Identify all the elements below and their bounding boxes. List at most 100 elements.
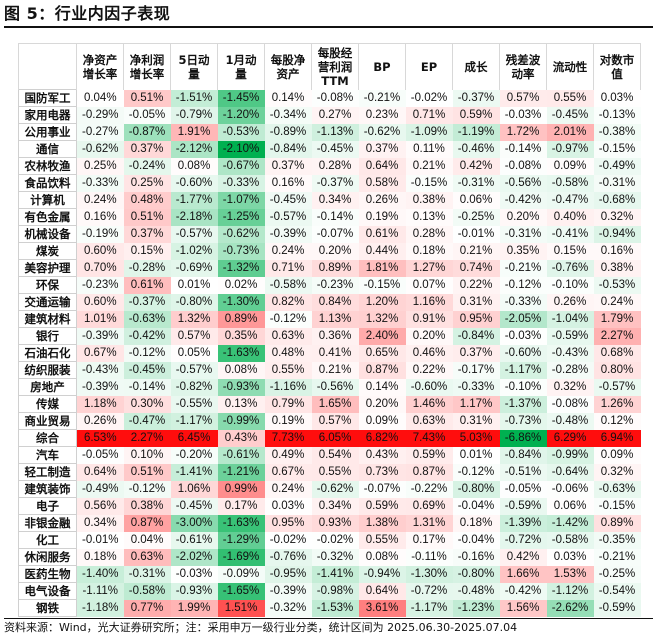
source-note: 资料来源：Wind，光大证券研究所；注：采用申万一级行业分类，统计区间为 202… (4, 621, 518, 634)
heatmap-cell: -0.21% (593, 548, 641, 566)
table-row: 房地产 -0.39% -0.14% -0.82% -0.93% -1.16% -0.56% 0… (18, 378, 641, 396)
heatmap-cell: -0.12% (123, 480, 171, 498)
heatmap-cell: -0.57% (593, 378, 641, 396)
heatmap-cell: 0.55% (546, 89, 594, 107)
heatmap-cell: 2.27% (593, 327, 641, 345)
heatmap-cell: 0.51% (123, 89, 171, 107)
heatmap-cell: 1.27% (405, 259, 453, 277)
heatmap-cell: 1.01% (76, 310, 124, 328)
heatmap-cell: -2.18% (170, 208, 218, 226)
heatmap-cell: -0.62% (217, 225, 265, 243)
heatmap-cell: -0.17% (452, 361, 500, 379)
heatmap-cell: -1.09% (405, 123, 453, 141)
heatmap-cell: 0.59% (358, 497, 406, 515)
heatmap-cell: -0.08% (499, 157, 547, 175)
row-label: 家用电器 (18, 106, 77, 124)
row-label: 通信 (18, 140, 77, 158)
heatmap-cell: 0.84% (311, 293, 359, 311)
heatmap-cell: -0.45% (264, 191, 312, 209)
column-header: 每股经 营利润 TTM (311, 43, 359, 90)
heatmap-cell: 1.66% (499, 565, 547, 583)
heatmap-cell: -0.99% (546, 446, 594, 464)
heatmap-cell: 1.79% (593, 310, 641, 328)
heatmap-cell: -1.37% (499, 395, 547, 413)
header-row: 净资产 增长率 净利润 增长率 5日动 量 1月动 量每股净 资产 每股经 营利润 TT… (18, 43, 641, 90)
heatmap-cell: 0.25% (123, 174, 171, 192)
heatmap-cell: -0.33% (76, 174, 124, 192)
heatmap-cell: -0.59% (593, 599, 641, 617)
heatmap-cell: 0.16% (76, 208, 124, 226)
heatmap-cell: 0.68% (593, 344, 641, 362)
row-label: 房地产 (18, 378, 77, 396)
heatmap-cell: 0.42% (499, 548, 547, 566)
row-label: 食品饮料 (18, 174, 77, 192)
row-label: 传媒 (18, 395, 77, 413)
heatmap-cell: 0.23% (358, 106, 406, 124)
heatmap-cell: -2.12% (170, 140, 218, 158)
heatmap-cell: 0.41% (311, 344, 359, 362)
heatmap-cell: -1.40% (76, 565, 124, 583)
corner-cell (18, 43, 77, 90)
heatmap-cell: 0.44% (358, 242, 406, 260)
heatmap-cell: 0.20% (499, 208, 547, 226)
heatmap-cell: 1.81% (358, 259, 406, 277)
heatmap-cell: 0.03% (546, 548, 594, 566)
heatmap-cell: 0.12% (593, 412, 641, 430)
heatmap-cell: 0.03% (593, 89, 641, 107)
heatmap-cell: -0.03% (499, 106, 547, 124)
column-header: 残差波 动率 (499, 43, 547, 90)
heatmap-cell: 1.72% (499, 123, 547, 141)
heatmap-cell: 0.20% (311, 242, 359, 260)
table-row: 建筑材料 1.01% -0.63% 1.32% 0.89% -0.12% 1.13% 1.32… (18, 310, 641, 328)
table-row: 煤炭 0.60% 0.15% -1.02% -0.73% 0.24% 0.20% 0.44% 0… (18, 242, 641, 260)
heatmap-cell: -1.19% (452, 123, 500, 141)
heatmap-cell: 0.37% (123, 225, 171, 243)
heatmap-cell: 6.05% (311, 429, 359, 447)
heatmap-cell: -2.05% (499, 310, 547, 328)
heatmap-cell: -0.80% (452, 480, 500, 498)
heatmap-cell: 0.10% (123, 446, 171, 464)
heatmap-cell: 0.69% (405, 497, 453, 515)
heatmap-cell: -0.31% (593, 174, 641, 192)
heatmap-cell: 0.87% (358, 361, 406, 379)
heatmap-cell: 3.61% (358, 599, 406, 617)
heatmap-cell: -0.14% (123, 378, 171, 396)
heatmap-cell: -0.84% (499, 446, 547, 464)
heatmap-cell: -0.01% (452, 225, 500, 243)
row-label: 综合 (18, 429, 77, 447)
heatmap-cell: 0.61% (358, 225, 406, 243)
heatmap-cell: -0.12% (499, 276, 547, 294)
heatmap-cell: -0.42% (499, 582, 547, 600)
row-label: 建筑材料 (18, 310, 77, 328)
heatmap-cell: -0.49% (593, 157, 641, 175)
heatmap-cell: -1.39% (499, 514, 547, 532)
heatmap-cell: -0.62% (311, 480, 359, 498)
heatmap-cell: -0.72% (499, 531, 547, 549)
column-header: 流动性 (546, 43, 594, 90)
heatmap-cell: -1.07% (217, 191, 265, 209)
heatmap-cell: -0.58% (123, 582, 171, 600)
heatmap-cell: -0.47% (546, 191, 594, 209)
heatmap-cell: -0.29% (76, 106, 124, 124)
heatmap-cell: 0.06% (546, 497, 594, 515)
heatmap-cell: -0.38% (593, 123, 641, 141)
heatmap-cell: -1.30% (405, 565, 453, 583)
heatmap-cell: 0.55% (358, 531, 406, 549)
heatmap-cell: 0.30% (123, 395, 171, 413)
heatmap-cell: 1.06% (170, 480, 218, 498)
heatmap-cell: -0.80% (452, 565, 500, 583)
table-row: 交通运输 0.60% -0.37% -0.80% -1.30% 0.82% 0.84% 1.2… (18, 293, 641, 311)
heatmap-cell: 0.63% (264, 327, 312, 345)
heatmap-cell: -0.21% (499, 259, 547, 277)
heatmap-cell: -1.41% (311, 565, 359, 583)
heatmap-cell: 0.93% (311, 514, 359, 532)
heatmap-cell: -1.17% (499, 361, 547, 379)
heatmap-cell: -1.69% (217, 548, 265, 566)
heatmap-cell: -1.51% (170, 89, 218, 107)
heatmap-cell: -0.76% (264, 548, 312, 566)
heatmap-cell: -0.79% (170, 106, 218, 124)
heatmap-cell: 0.13% (217, 395, 265, 413)
heatmap-cell: 0.59% (405, 446, 453, 464)
heatmap-cell: 0.09% (546, 157, 594, 175)
heatmap-cell: 1.32% (170, 310, 218, 328)
